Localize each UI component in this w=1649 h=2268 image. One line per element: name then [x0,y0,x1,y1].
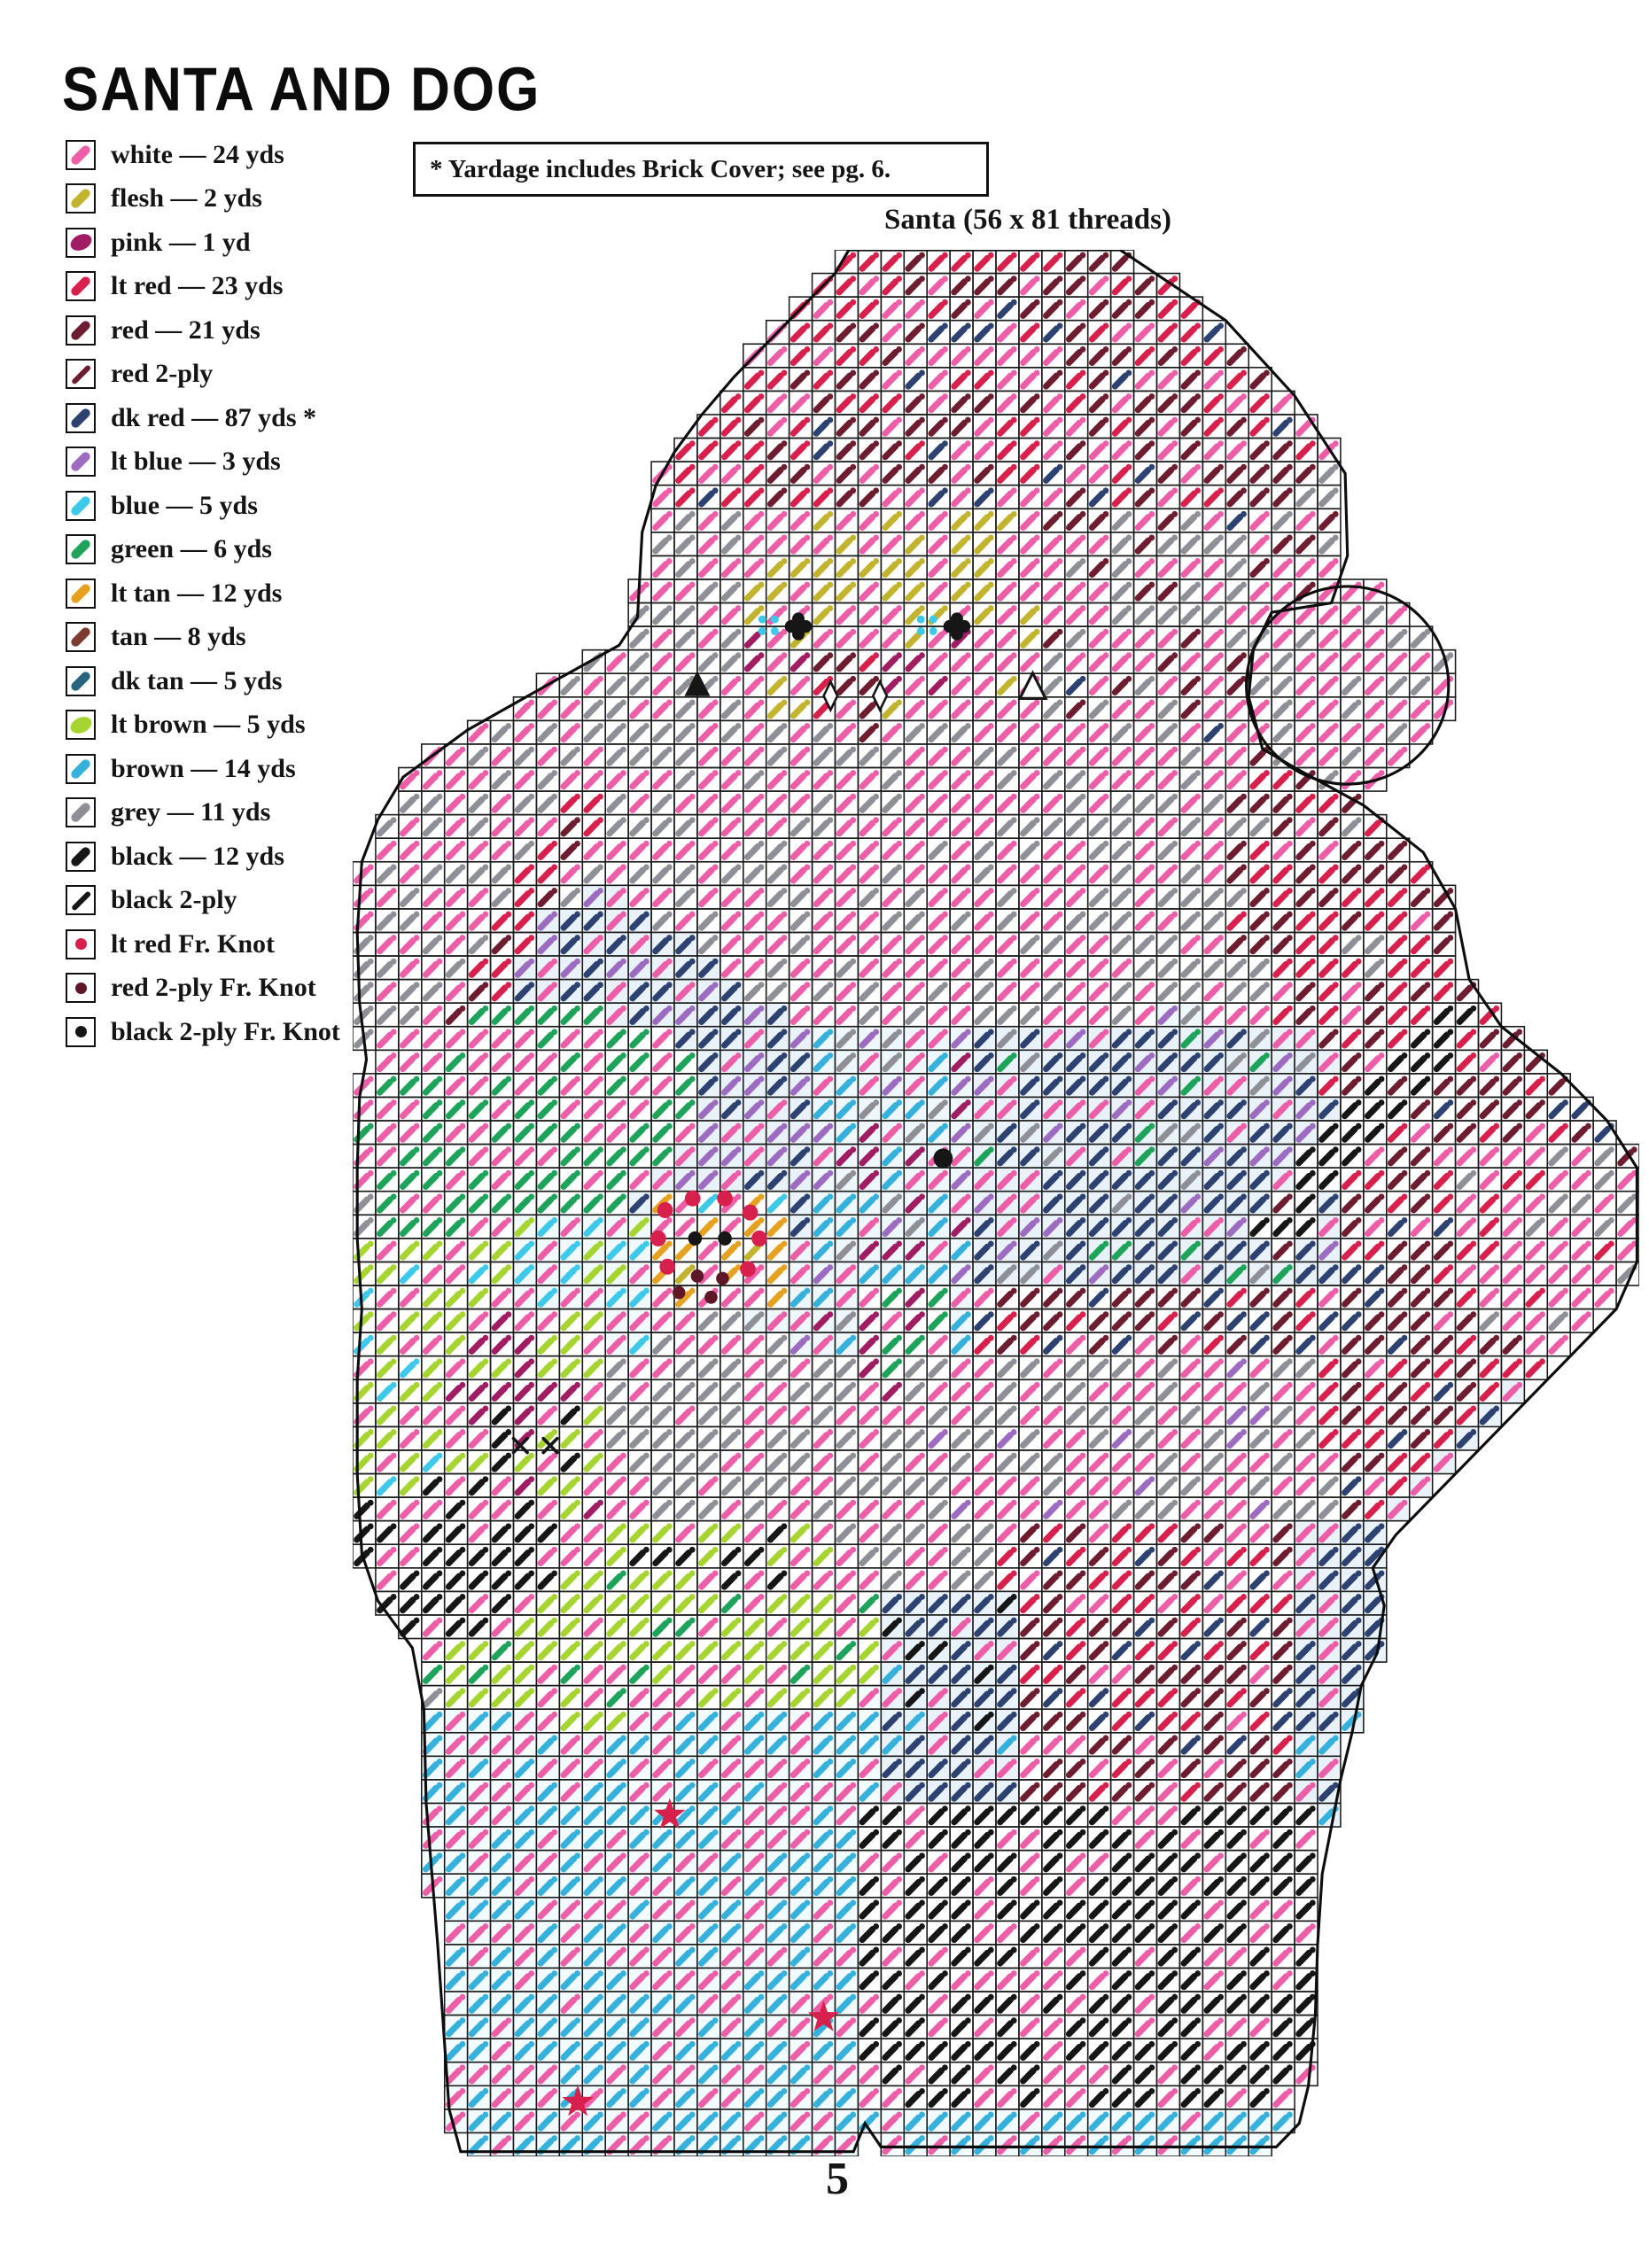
legend-label: blue — 5 yds [111,490,258,520]
yarn-swatch-stitch-icon [66,841,96,872]
legend-item: lt blue — 3 yds [66,440,340,485]
legend-label: red — 21 yds [111,315,261,345]
yarn-swatch-thin-icon [66,885,96,916]
stitch-chart [353,250,1639,2156]
page-number: 5 [826,2154,849,2204]
legend-label: dk red — 87 yds * [111,402,317,432]
legend-item: black 2-ply [66,879,340,923]
yarn-swatch-stitch-icon [66,490,96,521]
legend-item: brown — 14 yds [66,747,340,791]
legend-item: lt brown — 5 yds [66,703,340,748]
legend-item: black 2-ply Fr. Knot [66,1010,340,1054]
legend-item: green — 6 yds [66,528,340,572]
page-title: SANTA AND DOG [62,56,541,125]
legend-item: dk red — 87 yds * [66,396,340,440]
legend-item: red — 21 yds [66,308,340,353]
yarn-swatch-stitch-icon [66,402,96,433]
legend-item: pink — 1 yd [66,221,340,265]
legend-item: grey — 11 yds [66,791,340,835]
yarn-swatch-dot-icon [66,1016,96,1047]
yarn-swatch-blob-icon [66,710,96,741]
legend-label: red 2-ply [111,359,214,389]
yarn-swatch-stitch-icon [66,447,96,478]
color-key: white — 24 yds flesh — 2 yds pink — 1 yd lt… [66,133,340,1054]
yarn-swatch-stitch-icon [66,271,96,302]
legend-label: flesh — 2 yds [111,183,262,214]
legend-label: black 2-ply [111,885,237,915]
yarn-swatch-stitch-icon [66,183,96,214]
legend-label: lt brown — 5 yds [111,710,306,740]
legend-item: white — 24 yds [66,133,340,177]
legend-label: lt red — 23 yds [111,271,284,301]
legend-label: pink — 1 yd [111,227,251,257]
legend-label: lt red Fr. Knot [111,928,275,959]
yarn-swatch-stitch-icon [66,797,96,828]
legend-label: black 2-ply Fr. Knot [111,1016,340,1046]
yarn-swatch-blob-icon [66,227,96,258]
yarn-swatch-stitch-icon [66,665,96,696]
legend-label: lt tan — 12 yds [111,578,283,608]
yardage-note-box: * Yardage includes Brick Cover; see pg. … [413,142,989,197]
legend-label: red 2-ply Fr. Knot [111,973,316,1003]
yarn-swatch-dot-icon [66,973,96,1004]
legend-item: tan — 8 yds [66,616,340,660]
legend-label: dk tan — 5 yds [111,665,283,695]
yarn-swatch-stitch-icon [66,315,96,346]
legend-item: red 2-ply Fr. Knot [66,967,340,1011]
legend-item: dk tan — 5 yds [66,659,340,703]
legend-label: grey — 11 yds [111,797,271,827]
legend-label: black — 12 yds [111,841,284,871]
legend-item: lt red Fr. Knot [66,922,340,967]
legend-item: lt tan — 12 yds [66,571,340,616]
yarn-swatch-stitch-icon [66,534,96,565]
legend-label: lt blue — 3 yds [111,447,281,477]
yarn-swatch-stitch-icon [66,578,96,609]
yarn-swatch-thin-icon [66,359,96,390]
yarn-swatch-stitch-icon [66,622,96,653]
yarn-swatch-stitch-icon [66,139,96,170]
legend-item: lt red — 23 yds [66,265,340,309]
yardage-note-text: * Yardage includes Brick Cover; see pg. … [430,154,891,183]
legend-label: tan — 8 yds [111,622,246,652]
legend-item: black — 12 yds [66,835,340,879]
legend-label: white — 24 yds [111,139,284,169]
yarn-swatch-dot-icon [66,928,96,959]
legend-item: red 2-ply [66,353,340,397]
legend-item: flesh — 2 yds [66,177,340,221]
yarn-swatch-stitch-icon [66,753,96,784]
legend-label: green — 6 yds [111,534,272,564]
chart-title: Santa (56 x 81 threads) [884,204,1171,236]
legend-label: brown — 14 yds [111,753,296,783]
legend-item: blue — 5 yds [66,484,340,528]
